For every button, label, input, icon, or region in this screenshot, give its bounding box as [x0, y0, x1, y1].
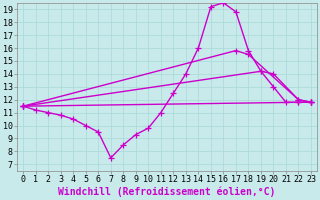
X-axis label: Windchill (Refroidissement éolien,°C): Windchill (Refroidissement éolien,°C) — [58, 187, 276, 197]
